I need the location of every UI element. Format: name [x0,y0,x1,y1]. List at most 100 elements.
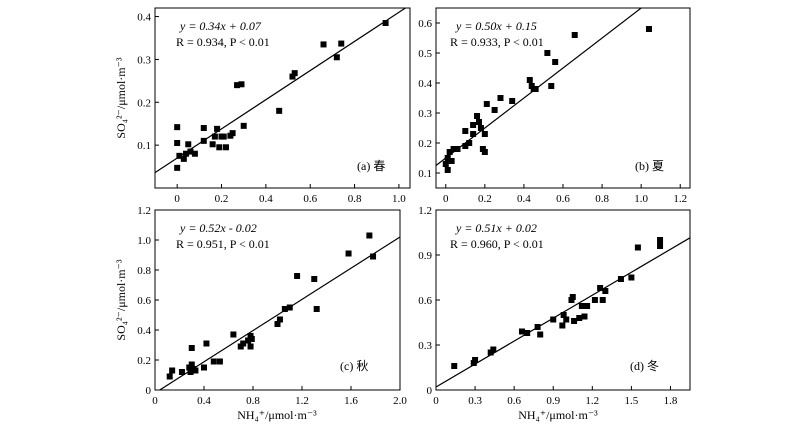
data-point [366,232,373,239]
x-tick-label: 0 [152,395,158,407]
data-point [534,324,541,330]
y-tick-label: 0.1 [418,168,432,180]
x-tick-label: 0 [174,193,180,205]
y-tick-label: 0.6 [137,295,151,307]
data-point [474,113,481,119]
x-tick-label: 0.2 [215,193,229,205]
data-point [180,155,187,162]
x-tick-label: 0 [433,395,439,407]
data-point [174,164,181,171]
x-tick-label: 0.4 [197,395,211,407]
data-point [188,345,195,351]
data-point [203,340,210,347]
data-point [537,331,544,338]
data-point [216,144,223,151]
y-tick-label: 0.2 [137,355,151,367]
x-tick-label: 0.8 [246,395,260,407]
data-point [442,161,449,167]
data-point [216,358,223,365]
data-point [591,297,598,303]
regression-equation: y = 0.51x + 0.02 [455,221,537,235]
data-point [548,83,555,89]
data-point [657,243,664,249]
x-tick-label: 0.2 [478,193,492,205]
x-tick-label: 2.0 [393,395,407,407]
data-point [294,273,301,279]
data-point [211,133,218,140]
data-point [475,119,482,125]
data-point [174,124,181,131]
data-point [481,131,488,137]
data-point [248,336,255,342]
data-point [563,316,570,323]
x-tick-label: 0.3 [468,395,482,407]
x-tick-label: 1.2 [585,395,599,407]
correlation-stats: R = 0.933, P < 0.01 [450,35,544,49]
data-point [313,306,320,312]
data-point [238,81,245,88]
data-point [450,146,457,152]
x-tick-label: 0.6 [507,395,521,407]
data-point [222,144,229,151]
data-point [497,95,504,101]
data-point [602,288,609,294]
data-point [634,244,641,251]
data-point [201,364,207,371]
data-point [178,369,185,375]
y-tick-label: 0.4 [418,78,432,90]
data-point [617,276,624,282]
data-point [185,141,192,148]
x-tick-label: 0.6 [556,193,570,205]
data-point [187,148,194,155]
data-point [370,253,377,260]
data-point [571,318,578,324]
data-point [599,297,606,303]
data-point [526,77,533,83]
y-axis-label-top: SO₄²⁻/μmol·m⁻³ [114,57,128,139]
y-tick-label: 0.6 [418,18,432,30]
y-tick-label: 0.4 [137,325,151,337]
data-point [491,107,498,113]
data-point [509,98,516,104]
correlation-stats: R = 0.934, P < 0.01 [176,35,270,49]
data-point [552,59,559,65]
data-point [481,149,488,155]
plot-frame [154,7,411,189]
data-point [229,130,236,137]
data-point [448,158,455,164]
data-point [174,140,181,146]
y-tick-label: 0.8 [137,265,151,277]
data-point [240,340,247,347]
data-point [276,316,283,323]
x-axis-label-left: NH₄⁺/μmol·m⁻³ [237,408,317,422]
correlation-stats: R = 0.951, P < 0.01 [176,237,270,251]
x-tick-label: 1.2 [295,395,309,407]
y-tick-label: 1.2 [137,205,151,217]
panel-label: (d) 冬 [630,358,659,373]
data-point [470,131,477,137]
panel-label: (c) 秋 [340,359,368,373]
correlation-stats: R = 0.960, P < 0.01 [450,237,544,251]
data-point [524,330,531,336]
data-point [291,70,298,77]
data-point [472,357,479,363]
x-tick-label: 1.2 [673,193,687,205]
regression-line [159,236,401,391]
data-point [311,276,318,282]
regression-line [154,7,406,174]
y-tick-label: 0.9 [418,250,432,262]
panel-b-summer: 0 0.2 0.4 0.6 0.8 1.0 1.2 0.1 0.2 0.3 0.4 0.5 0.6 y =… [418,7,691,205]
data-point [477,125,484,131]
data-point [584,303,591,309]
data-point [345,250,352,257]
panel-c-autumn: 0 0.4 0.8 1.2 1.6 2.0 0 0.2 0.4 0.6 0.8 1.0 1.2 y = 0… [137,205,407,407]
data-point [382,20,389,26]
data-point [454,146,461,152]
data-point [240,122,247,129]
x-axis-label-right: NH₄⁺/μmol·m⁻³ [518,408,598,422]
data-point [274,321,281,327]
data-point [451,363,458,369]
data-point [210,358,217,365]
data-point [483,101,490,107]
data-point [183,150,190,157]
